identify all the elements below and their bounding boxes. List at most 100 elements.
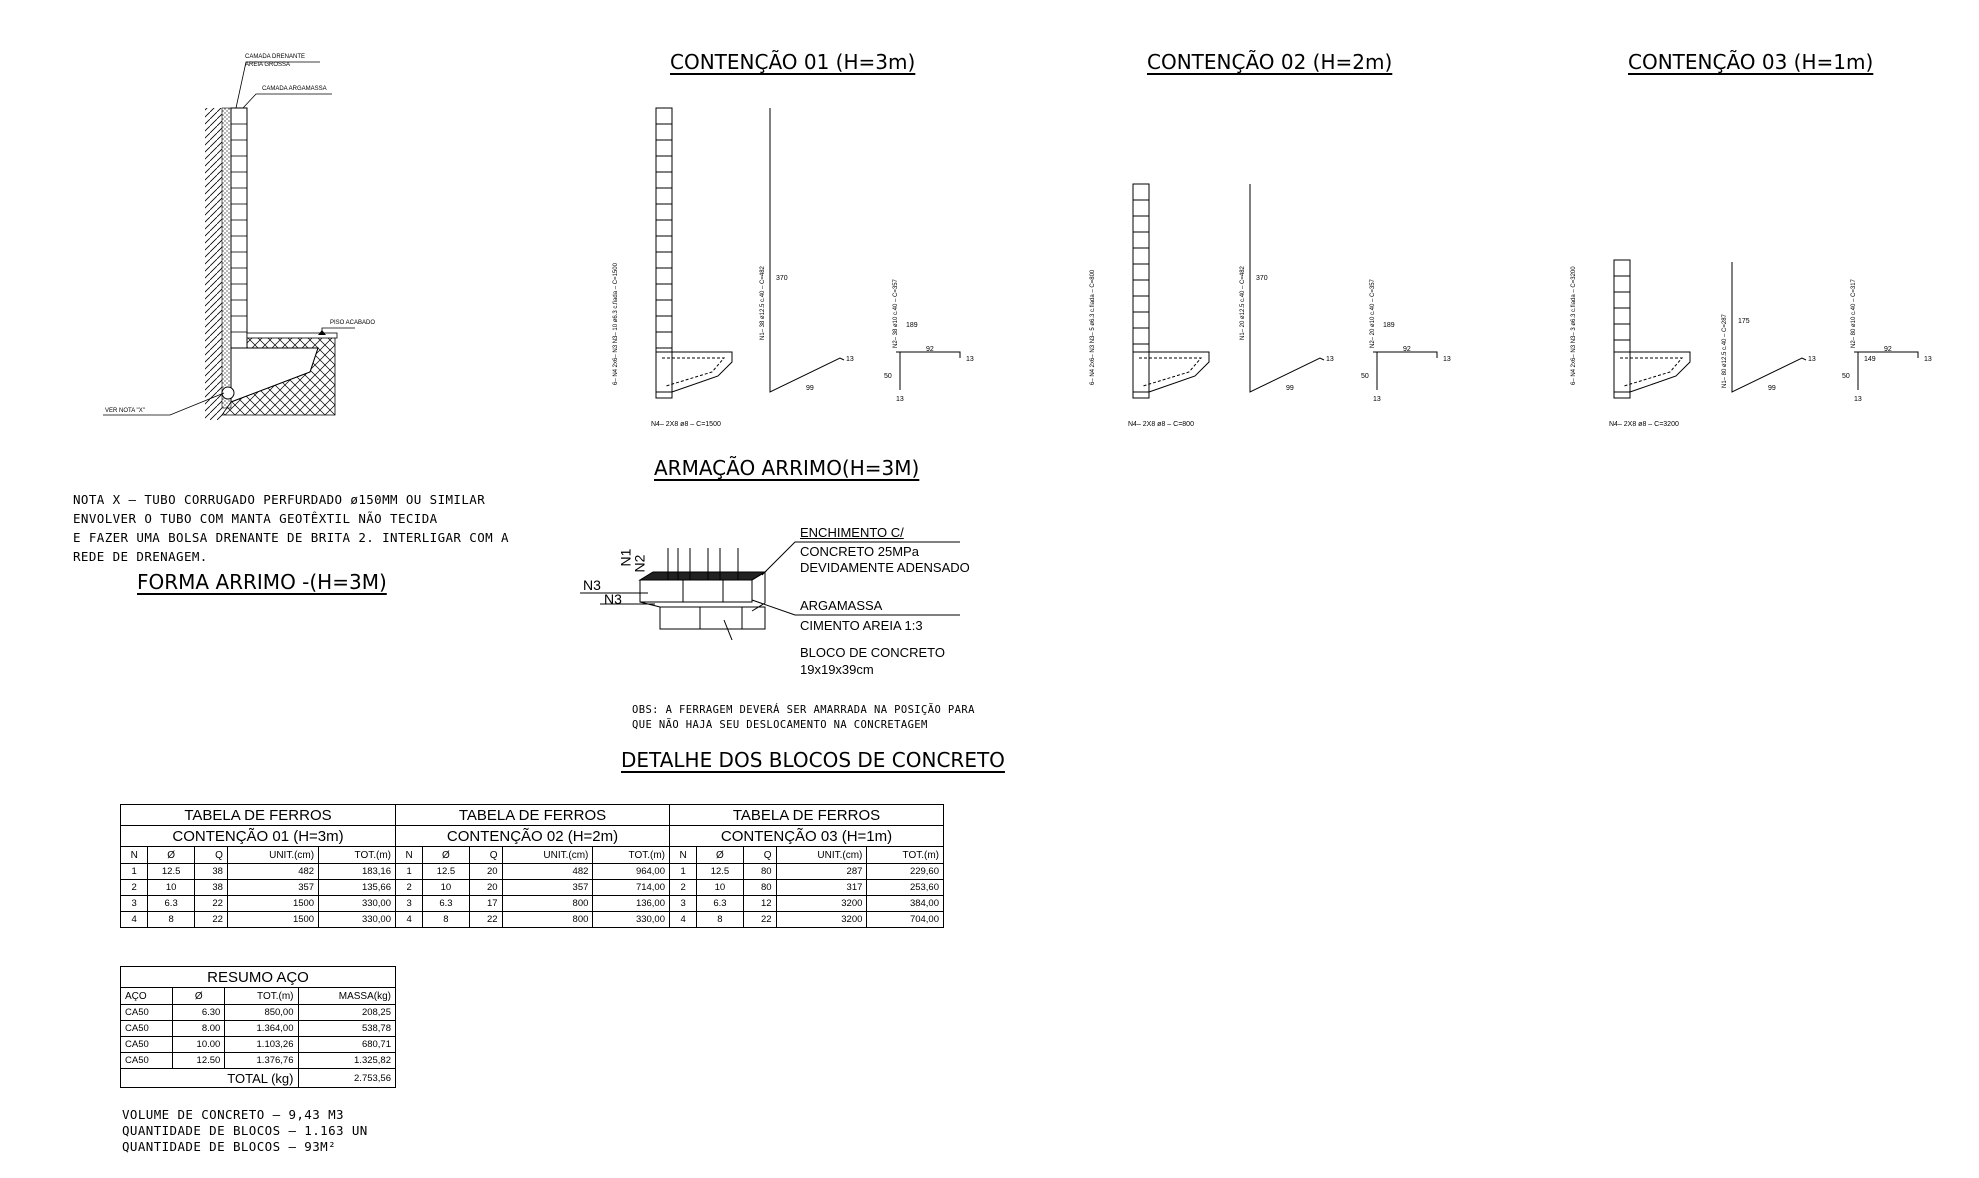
col-diameter: Ø: [172, 987, 226, 1005]
contencao-01-n2-label: N2– 38 ø10 c.40 – C=357: [893, 279, 899, 348]
col-q: Q: [468, 846, 503, 864]
contencao-03-n1-foot: 99: [1768, 385, 1776, 392]
contencao-02-n2-left: 50: [1361, 373, 1369, 380]
cell: 4: [668, 911, 698, 928]
contencao-01-wall-label: 6– N4 2x6– N3 N3– 10 ø6.3 c.fiada – C=15…: [613, 263, 619, 385]
col-aco: AÇO: [119, 987, 174, 1005]
table-row: 2 10 20 357 714,00: [394, 879, 670, 896]
contencao-02-n1-dim: 370: [1256, 275, 1268, 282]
cell: 183,16: [318, 863, 396, 880]
col-unit: UNIT.(cm): [775, 846, 868, 864]
drainage-layer: [221, 107, 232, 409]
contencao-02-title: CONTENÇÃO 02 (H=2m): [1147, 50, 1393, 74]
table-row: 3 6.3 17 800 136,00: [394, 895, 670, 912]
contencao-03-bottom-label: N4– 2X8 ø8 – C=3200: [1609, 421, 1679, 428]
cell: 1.325,82: [297, 1052, 396, 1069]
cell: 4: [119, 911, 149, 928]
contencao-02-n2-dim-h: 92: [1403, 346, 1411, 353]
nota-x-line-4: REDE DE DRENAGEM.: [73, 549, 208, 564]
cell: 10: [422, 879, 470, 896]
table-row: 4 8 22 3200 704,00: [668, 911, 944, 928]
cell: 22: [193, 911, 228, 928]
cell: 3200: [775, 911, 868, 928]
cell: 704,00: [866, 911, 944, 928]
cell: 6.3: [147, 895, 195, 912]
contencao-01-n1-dim: 370: [776, 275, 788, 282]
cell: CA50: [119, 1004, 174, 1021]
drain-pipe: [221, 386, 235, 400]
cell: 680,71: [297, 1036, 396, 1053]
cell: 135,66: [318, 879, 396, 896]
cell: CA50: [119, 1052, 174, 1069]
contencao-03-n1-tail: 13: [1808, 356, 1816, 363]
cell: 2: [394, 879, 424, 896]
contencao-03-drawing: [1613, 259, 1919, 399]
contencao-03-wall-label: 6– N4 2x6– N3 N3– 3 ø6.3 c.fiada – C=320…: [1571, 266, 1577, 385]
cell: 10.00: [172, 1036, 226, 1053]
col-n: N: [119, 846, 149, 864]
block-detail-drawing: [580, 541, 960, 640]
cell: 22: [193, 895, 228, 912]
table-row: 2 10 80 317 253,60: [668, 879, 944, 896]
cell: 330,00: [592, 911, 670, 928]
cell: 12.50: [172, 1052, 226, 1069]
floor-slab: [246, 332, 338, 339]
cell: 80: [742, 879, 777, 896]
cell: 12: [742, 895, 777, 912]
contencao-02-n2-tail: 13: [1443, 356, 1451, 363]
cell: 22: [468, 911, 503, 928]
cell: 20: [468, 879, 503, 896]
steel-summary-table: RESUMO AÇO AÇO Ø TOT.(m) MASSA(kg) CA50 6…: [119, 966, 396, 1088]
armacao-arrimo-title: ARMAÇÃO ARRIMO(H=3M): [654, 456, 920, 480]
cell: 850,00: [224, 1004, 299, 1021]
contencao-02-bottom-label: N4– 2X8 ø8 – C=800: [1128, 421, 1194, 428]
cell: 80: [742, 863, 777, 880]
contencao-02-n2-dim-top: 189: [1383, 322, 1395, 329]
cell: 8.00: [172, 1020, 226, 1037]
table-row: CA50 8.00 1.364,00 538,78: [119, 1020, 396, 1037]
cell: 6.30: [172, 1004, 226, 1021]
contencao-03-n2-label: N2– 80 ø10 c.40 – C=317: [1851, 279, 1857, 348]
col-tot: TOT.(m): [224, 987, 299, 1005]
cell: 1500: [226, 895, 320, 912]
contencao-03-n2-bottom: 13: [1854, 396, 1862, 403]
col-unit: UNIT.(cm): [226, 846, 320, 864]
contencao-02-n1-label: N1– 20 ø12.5 c.40 – C=482: [1240, 266, 1246, 340]
cell: CA50: [119, 1036, 174, 1053]
callout-piso-acabado: PISO ACABADO: [330, 320, 376, 326]
tag-n3-lower: N3: [604, 591, 622, 607]
argamassa-line-2: CIMENTO AREIA 1:3: [800, 618, 923, 633]
cell: 6.3: [422, 895, 470, 912]
contencao-02-drawing: [1132, 183, 1438, 399]
cell: 3: [394, 895, 424, 912]
contencao-03-n2-left: 50: [1842, 373, 1850, 380]
table-row: 1 12.5 20 482 964,00: [394, 863, 670, 880]
block-wall: [230, 107, 248, 349]
table-row: 2 10 38 357 135,66: [119, 879, 396, 896]
cell: 1: [668, 863, 698, 880]
contencao-02-n2-bottom: 13: [1373, 396, 1381, 403]
cell: 38: [193, 863, 228, 880]
contencao-03-n1-dim: 175: [1738, 318, 1750, 325]
contencao-01-n2-tail: 13: [966, 356, 974, 363]
cell: 1500: [226, 911, 320, 928]
contencao-02-n1-foot: 99: [1286, 385, 1294, 392]
cell: 330,00: [318, 895, 396, 912]
quantity-line-1: VOLUME DE CONCRETO – 9,43 M3: [122, 1107, 344, 1122]
rebar-table-contencao-01: TABELA DE FERROS CONTENÇÃO 01 (H=3m) N Ø…: [119, 804, 396, 928]
cell: 1.376,76: [224, 1052, 299, 1069]
contencao-01-n1-foot: 99: [806, 385, 814, 392]
cell: 8: [422, 911, 470, 928]
forma-arrimo-title: FORMA ARRIMO -(H=3M): [137, 570, 387, 594]
contencao-03-title: CONTENÇÃO 03 (H=1m): [1628, 50, 1874, 74]
contencao-01-n1-label: N1– 38 ø12.5 c.40 – C=482: [760, 266, 766, 340]
cell: 20: [468, 863, 503, 880]
cell: 12.5: [422, 863, 470, 880]
callout-ver-nota: VER NOTA "X": [105, 408, 145, 414]
enchimento-line-3: DEVIDAMENTE ADENSADO: [800, 560, 970, 575]
col-tot: TOT.(m): [866, 846, 944, 864]
cell: 10: [696, 879, 744, 896]
cell: 800: [501, 895, 594, 912]
contencao-03-n2-dim-h: 92: [1884, 346, 1892, 353]
detalhe-blocos-title: DETALHE DOS BLOCOS DE CONCRETO: [621, 748, 1005, 772]
